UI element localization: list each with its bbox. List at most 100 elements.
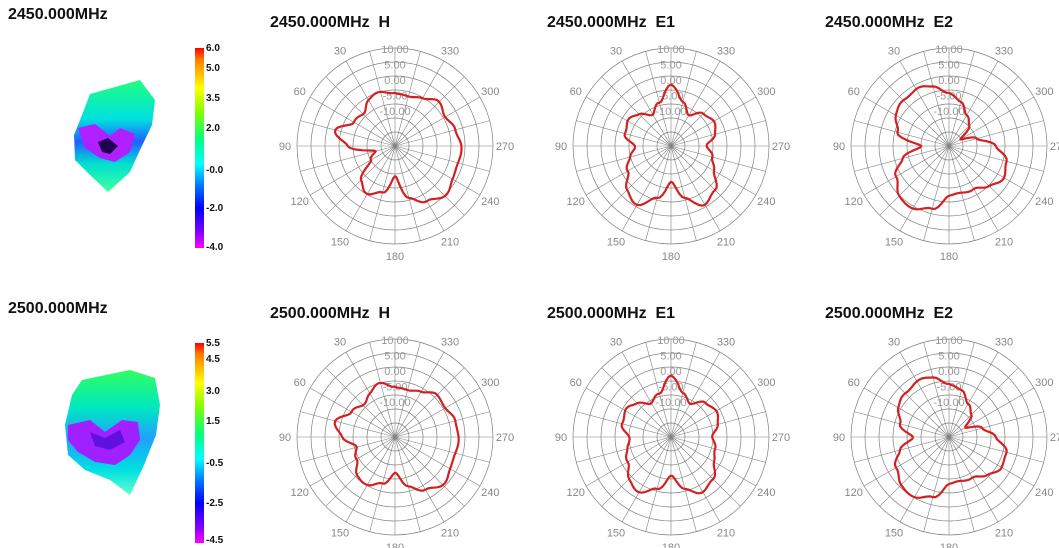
grid-spoke	[948, 387, 1035, 438]
grid-spoke	[645, 436, 672, 532]
grid-spoke	[585, 96, 672, 147]
grid-spoke	[394, 96, 481, 147]
grid-spoke	[670, 145, 741, 216]
colorbar-tick: 2.0	[206, 123, 220, 134]
polar-plot-2500-h: 10.005.000.00-5.00-10.003060901201501802…	[279, 335, 514, 548]
angle-label: 30	[610, 337, 622, 349]
radial-tick-label: -10.00	[933, 106, 964, 118]
grid-spoke	[948, 51, 975, 147]
radial-tick-label: -10.00	[379, 106, 410, 118]
grid-spoke	[948, 145, 1044, 172]
grid-spoke	[670, 145, 721, 232]
grid-spoke	[394, 51, 421, 147]
polar-plot-2500-e2: 10.00 5.00 0.00 -5.00 -10.00 30 60 90 120 150 180 2…	[833, 335, 1059, 548]
angle-label: 60	[570, 86, 582, 98]
grid-spoke	[899, 145, 950, 232]
grid-spoke	[325, 367, 396, 438]
grid-spoke	[645, 342, 672, 438]
radial-tick-label: 10.00	[935, 44, 963, 56]
grid-spoke	[670, 51, 697, 147]
radial-tick-label: -10.00	[655, 106, 686, 118]
colorbar-gradient	[195, 343, 204, 543]
grid-spoke	[923, 51, 950, 147]
grid-spoke	[899, 60, 950, 147]
grid-spoke	[948, 367, 1019, 438]
angle-label: 90	[555, 432, 567, 444]
angle-label: 180	[386, 251, 404, 263]
angle-label: 270	[496, 141, 514, 153]
grid-spoke	[670, 436, 697, 532]
radial-tick-label: 0.00	[660, 366, 681, 378]
pattern-trace	[623, 83, 718, 207]
radial-tick-label: 0.00	[938, 366, 959, 378]
angle-label: 180	[940, 542, 958, 548]
grid-spoke	[645, 145, 672, 241]
grid-spoke	[394, 351, 445, 438]
angle-label: 240	[481, 487, 499, 499]
grid-spoke	[601, 76, 672, 147]
grid-spoke	[948, 76, 1019, 147]
angle-label: 120	[567, 196, 585, 208]
grid-spoke	[309, 145, 396, 196]
polar-title-2500-e2: 2500.000MHz E2	[825, 305, 954, 322]
angle-label: 30	[888, 46, 900, 58]
colorbar-tick: -2.0	[206, 203, 224, 214]
colorbar-tick: 1.5	[206, 416, 220, 427]
angle-label: 90	[279, 432, 291, 444]
grid-spoke	[309, 387, 396, 438]
grid-spoke	[621, 60, 672, 147]
polar-title-2450-e1: 2450.000MHz E1	[547, 14, 676, 31]
angle-label: 300	[757, 377, 775, 389]
angle-label: 90	[555, 141, 567, 153]
grid-spoke	[576, 145, 672, 172]
angle-label: 60	[848, 86, 860, 98]
angle-label: 30	[888, 337, 900, 349]
angle-label: 330	[441, 337, 459, 349]
grid-spoke	[394, 145, 421, 241]
grid-spoke	[948, 436, 999, 523]
polar-plot-2450-e1: 10.005.000.00-5.00-10.003060901201501802…	[555, 44, 790, 263]
grid-spoke	[309, 96, 396, 147]
polar-plot-2450-h: 10.005.000.00-5.00-10.003060901201501802…	[279, 44, 514, 263]
grid-spoke	[394, 145, 465, 216]
grid-spoke	[923, 145, 950, 241]
grid-spoke	[394, 436, 421, 532]
angle-label: 300	[481, 86, 499, 98]
radial-tick-label: 10.00	[935, 335, 963, 347]
angle-label: 120	[845, 487, 863, 499]
angle-label: 150	[331, 236, 349, 248]
angle-label: 180	[662, 251, 680, 263]
grid-spoke	[948, 60, 999, 147]
angle-label: 30	[334, 46, 346, 58]
grid-spoke	[670, 120, 766, 147]
angle-label: 240	[1035, 487, 1053, 499]
grid-spoke	[879, 145, 950, 216]
grid-spoke	[923, 436, 950, 532]
polar-title-2500-h: 2500.000MHz H	[270, 305, 391, 322]
grid-spoke	[621, 145, 672, 232]
grid-spoke	[394, 145, 445, 232]
grid-spoke	[394, 387, 481, 438]
grid-spoke	[863, 387, 950, 438]
pattern-trace	[333, 381, 460, 492]
grid-spoke	[394, 436, 445, 523]
grid-spoke	[863, 96, 950, 147]
grid-spoke	[948, 436, 1019, 507]
grid-spoke	[948, 96, 1035, 147]
grid-spoke	[394, 411, 490, 438]
colorbar-tick: 3.0	[206, 386, 220, 397]
angle-label: 30	[334, 337, 346, 349]
angle-label: 330	[717, 337, 735, 349]
angle-label: 90	[279, 141, 291, 153]
angle-label: 270	[1050, 432, 1059, 444]
grid-spoke	[369, 51, 396, 147]
grid-spoke	[576, 436, 672, 463]
grid-spoke	[300, 436, 396, 463]
radial-tick-label: 10.00	[381, 44, 409, 56]
radial-tick-label: 5.00	[384, 60, 405, 72]
grid-spoke	[345, 60, 396, 147]
grid-spoke	[394, 145, 490, 172]
colorbar-gradient	[195, 48, 204, 248]
grid-spoke	[585, 387, 672, 438]
grid-spoke	[670, 351, 721, 438]
